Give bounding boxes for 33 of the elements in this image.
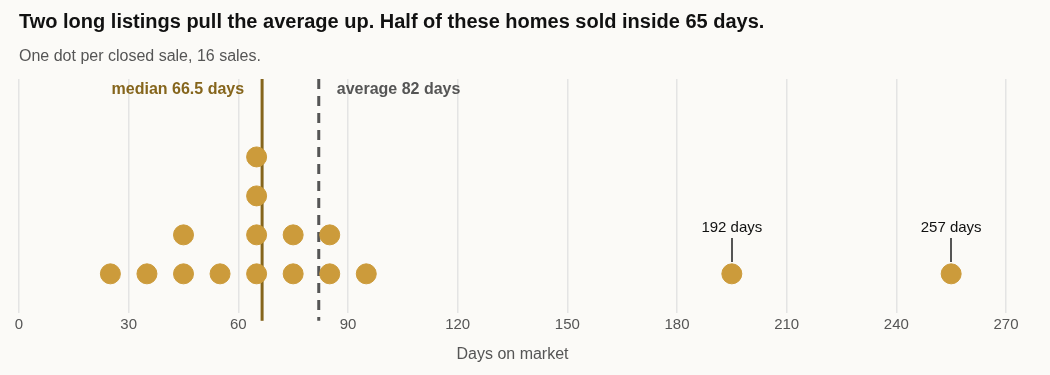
point: [319, 263, 341, 285]
point: [721, 263, 743, 285]
x-tick-label: 60: [229, 314, 247, 332]
chart-title: Two long listings pull the average up. Half of these homes sold inside 65 days.: [19, 10, 765, 33]
x-tick-label: 30: [120, 314, 138, 332]
point: [246, 224, 268, 246]
point: [173, 224, 194, 246]
point: [940, 263, 962, 285]
point: [282, 224, 304, 246]
point: [246, 185, 268, 207]
chart-subtitle: One dot per closed sale, 16 sales.: [19, 47, 261, 65]
x-tick-label: 210: [774, 314, 800, 332]
ref-line-label: median 66.5 days: [111, 80, 245, 98]
point: [246, 146, 268, 168]
x-tick-label: 150: [554, 314, 580, 332]
point: [136, 263, 158, 285]
annotation: 192 days: [701, 217, 763, 235]
point: [282, 263, 304, 285]
point: [355, 263, 377, 285]
point: [99, 263, 121, 285]
point: [173, 263, 194, 285]
x-tick-label: 120: [445, 314, 471, 332]
x-tick-label: 90: [339, 314, 357, 332]
x-tick-label: 270: [993, 314, 1019, 332]
point: [209, 263, 231, 285]
x-tick-label: 180: [664, 314, 690, 332]
x-tick-label: 0: [14, 314, 24, 332]
x-tick-label: 240: [883, 314, 909, 332]
point: [246, 263, 268, 285]
annotation: 257 days: [920, 217, 982, 235]
ref-line-label: average 82 days: [336, 80, 461, 98]
point: [319, 224, 341, 246]
x-axis-title: Days on market: [456, 344, 570, 362]
